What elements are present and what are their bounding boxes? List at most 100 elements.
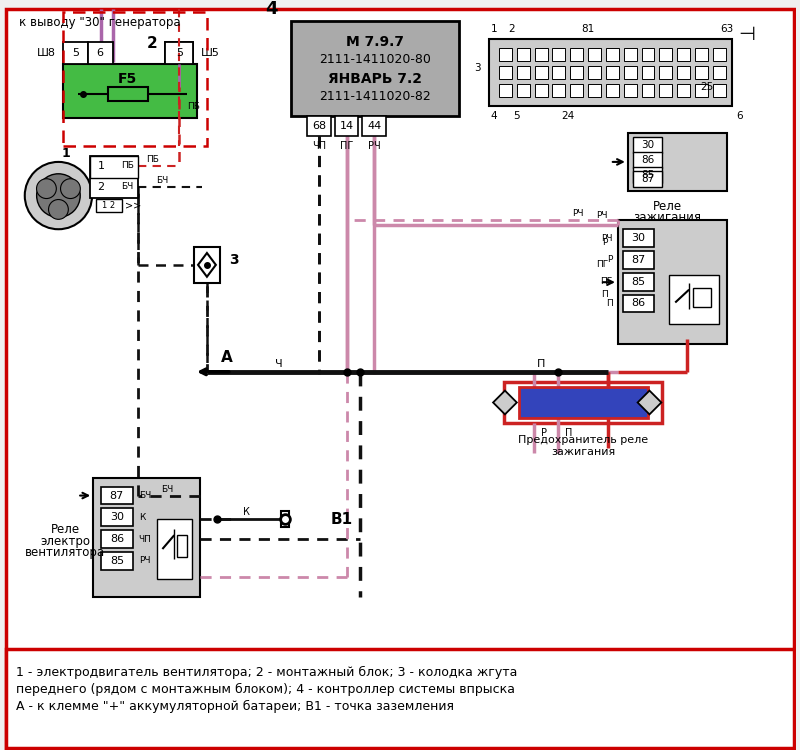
Text: 85: 85	[110, 556, 124, 566]
Bar	[606, 84, 619, 97]
Text: ПБ: ПБ	[146, 155, 159, 164]
Text: 44: 44	[367, 122, 382, 131]
Bar	[624, 84, 637, 97]
Text: 1 - электродвигатель вентилятора; 2 - монтажный блок; 3 - колодка жгута: 1 - электродвигатель вентилятора; 2 - мо…	[16, 666, 518, 679]
Text: вентилятора: вентилятора	[26, 547, 106, 560]
Text: БЧ: БЧ	[138, 491, 151, 500]
Bar	[291, 21, 459, 116]
Text: Реле: Реле	[653, 200, 682, 213]
Text: 6: 6	[736, 111, 743, 122]
Polygon shape	[198, 253, 216, 277]
Bar	[499, 84, 512, 97]
Text: 30: 30	[641, 140, 654, 150]
Bar	[166, 42, 193, 64]
Text: ПГ: ПГ	[601, 278, 613, 286]
Circle shape	[37, 178, 56, 199]
Text: 2111-1411020-80: 2111-1411020-80	[319, 53, 431, 67]
Bar	[499, 66, 512, 79]
Text: 85: 85	[631, 277, 646, 286]
Text: 2: 2	[509, 24, 515, 34]
Bar	[713, 66, 726, 79]
Text: ЧП: ЧП	[312, 141, 326, 151]
Bar	[633, 166, 662, 183]
Text: F5: F5	[118, 72, 138, 86]
Bar	[678, 66, 690, 79]
Text: 5: 5	[514, 111, 520, 122]
Circle shape	[61, 178, 80, 199]
Bar	[659, 48, 672, 61]
Bar	[606, 66, 619, 79]
Circle shape	[25, 162, 92, 230]
Bar	[713, 84, 726, 97]
Text: РЧ: РЧ	[368, 141, 381, 151]
Bar	[628, 134, 726, 190]
Text: А: А	[221, 350, 233, 365]
Bar	[63, 42, 88, 64]
Text: РЧ: РЧ	[573, 209, 584, 218]
Text: электро: электро	[40, 535, 90, 548]
Bar	[606, 48, 619, 61]
Bar	[534, 48, 547, 61]
Text: Р: Р	[541, 428, 546, 438]
Bar	[519, 387, 647, 418]
Text: М 7.9.7: М 7.9.7	[346, 35, 404, 49]
Bar	[517, 84, 530, 97]
Polygon shape	[638, 391, 662, 414]
Bar	[553, 48, 566, 61]
Bar	[489, 39, 732, 106]
Text: Ч: Ч	[275, 359, 283, 369]
Text: 1: 1	[62, 148, 70, 160]
Text: 3: 3	[474, 63, 481, 73]
Text: ПБ: ПБ	[121, 161, 134, 170]
Text: ЯНВАРЬ 7.2: ЯНВАРЬ 7.2	[328, 72, 422, 86]
Text: 6: 6	[97, 48, 103, 58]
Text: В1: В1	[330, 512, 353, 526]
Text: 3: 3	[229, 253, 238, 267]
Text: ПГ: ПГ	[596, 260, 608, 269]
Text: ПБ: ПБ	[187, 102, 200, 111]
Bar	[517, 48, 530, 61]
Text: 1: 1	[98, 160, 105, 171]
Bar	[517, 66, 530, 79]
Text: Предохранитель реле: Предохранитель реле	[518, 435, 648, 445]
Bar	[534, 66, 547, 79]
Text: ⊣: ⊣	[738, 25, 755, 44]
Bar	[670, 274, 718, 324]
Text: Реле: Реле	[50, 523, 80, 536]
Text: РЧ: РЧ	[602, 234, 613, 243]
Bar	[678, 84, 690, 97]
Bar	[178, 536, 187, 557]
Bar	[588, 66, 601, 79]
Bar	[570, 84, 583, 97]
Bar	[642, 66, 654, 79]
Text: 68: 68	[312, 122, 326, 131]
Bar	[96, 199, 122, 212]
Text: К: К	[138, 513, 145, 522]
Bar	[622, 230, 654, 247]
Text: 4: 4	[490, 111, 498, 122]
Text: 2: 2	[147, 35, 158, 50]
Bar	[678, 48, 690, 61]
Text: 24: 24	[562, 111, 575, 122]
Text: 1: 1	[490, 24, 498, 34]
Text: ЧП: ЧП	[138, 535, 151, 544]
Bar	[633, 152, 662, 168]
Bar	[101, 552, 133, 570]
Bar	[570, 66, 583, 79]
Text: А - к клемме "+" аккумуляторной батареи; В1 - точка заземления: А - к клемме "+" аккумуляторной батареи;…	[16, 700, 454, 712]
Text: 81: 81	[582, 24, 594, 34]
Bar	[659, 66, 672, 79]
Text: 87: 87	[641, 174, 654, 184]
Text: зажигания: зажигания	[551, 447, 615, 457]
Text: 25: 25	[700, 82, 714, 92]
Bar	[362, 116, 386, 136]
Bar	[622, 251, 654, 268]
Text: Р: Р	[607, 256, 613, 265]
Text: БЧ: БЧ	[156, 176, 169, 185]
Bar	[101, 509, 133, 526]
Bar	[624, 66, 637, 79]
Text: 86: 86	[631, 298, 646, 308]
Circle shape	[49, 200, 68, 219]
Text: Р: Р	[602, 238, 608, 247]
Text: П: П	[601, 290, 608, 299]
